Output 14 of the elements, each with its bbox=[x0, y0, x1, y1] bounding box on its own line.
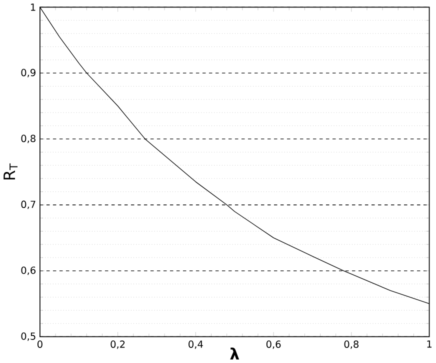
y-tick-label: 0,6 bbox=[21, 266, 36, 275]
x-tick-label: 0 bbox=[37, 340, 42, 348]
y-tick-label: 0,7 bbox=[21, 200, 36, 210]
x-tick-label: 0,6 bbox=[266, 340, 281, 349]
x-tick-label: 0,2 bbox=[110, 340, 125, 349]
y-tick-label: 0,5 bbox=[21, 332, 36, 341]
x-axis-title: λ bbox=[230, 348, 240, 360]
y-tick-label: 0,9 bbox=[21, 68, 36, 78]
y-axis-title: R$_{T}$ bbox=[4, 163, 18, 180]
x-tick-label: 1 bbox=[427, 340, 432, 348]
y-tick-label: 1 bbox=[30, 4, 36, 11]
x-tick-label: 0,4 bbox=[188, 340, 203, 349]
x-tick-label: 0,8 bbox=[344, 340, 359, 349]
y-tick-label: 0,8 bbox=[21, 134, 36, 144]
